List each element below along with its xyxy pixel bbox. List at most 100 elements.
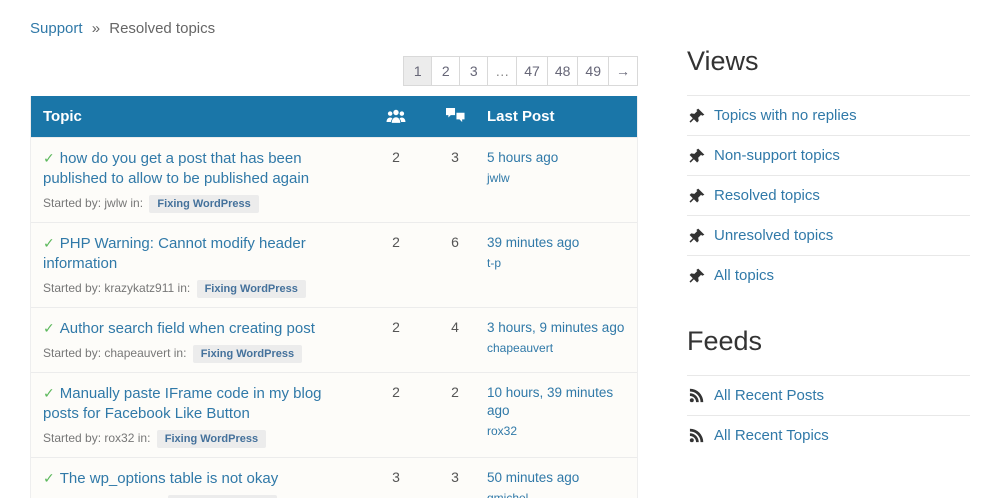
topic-title-link[interactable]: PHP Warning: Cannot modify header inform… [43,235,306,272]
in-label: in: [137,431,151,445]
started-by-label: Started by: [43,496,101,498]
view-link[interactable]: All topics [714,267,775,284]
in-label: in: [149,496,162,498]
topic-cell: ✓The wp_options table is not okay Starte… [31,458,367,498]
view-item-topics-no-replies[interactable]: Topics with no replies [687,95,970,135]
last-post-cell: 50 minutes ago gmichel [485,458,637,498]
started-by-label: Started by: [43,281,102,295]
voices-column-header [367,108,425,126]
in-label: in: [177,281,191,295]
last-poster-link[interactable]: rox32 [487,424,518,438]
forum-badge[interactable]: Fixing WordPress [192,345,303,363]
started-by-label: Started by: [43,431,102,445]
last-poster-link[interactable]: jwlw [487,171,510,185]
last-poster-link[interactable]: gmichel [487,491,529,498]
feed-link[interactable]: All Recent Posts [714,387,825,404]
topic-cell: ✓ Manually paste IFrame code in my blog p… [31,373,367,457]
topic-author: rox32 [104,431,135,445]
column-header-last-post: Last Post [487,108,555,125]
last-post-cell: 5 hours ago jwlw [485,138,637,222]
in-label: in: [130,196,144,210]
voices-count: 2 [392,149,400,165]
topic-title-link[interactable]: Manually paste IFrame code in my blog po… [43,385,322,422]
rss-icon [689,388,705,404]
topic-row: ✓ Manually paste IFrame code in my blog p… [31,372,637,457]
freshness-link[interactable]: 5 hours ago [487,150,559,165]
breadcrumb-support-link[interactable]: Support [30,20,83,37]
page-button-3[interactable]: 3 [459,56,489,86]
forum-badge[interactable]: Fixing WordPress [196,280,306,298]
breadcrumb-separator: » [91,20,101,37]
replies-count: 3 [451,469,459,485]
pagination: 1 2 3 … 47 48 49 → [30,56,638,86]
topic-row: ✓ how do you get a post that has been pub… [31,137,637,222]
last-poster-link[interactable]: t-p [487,256,502,270]
feed-link[interactable]: All Recent Topics [714,427,829,444]
page-next-button[interactable]: → [608,56,638,86]
topic-title-link[interactable]: Author search field when creating post [59,320,315,337]
freshness-link[interactable]: 39 minutes ago [487,235,580,250]
topic-row: ✓ Author search field when creating post … [31,307,637,372]
page-button-49[interactable]: 49 [577,56,609,86]
topic-author: krazykatz911 [104,281,175,295]
page-ellipsis: … [487,56,518,86]
forum-badge[interactable]: Fixing WordPress [149,195,259,213]
replies-count: 3 [451,149,459,165]
replies-count: 2 [451,384,459,400]
freshness-link[interactable]: 3 hours, 9 minutes ago [487,320,625,335]
topic-meta: Started by: gmichel in: Fixing WordPress [43,495,359,498]
breadcrumb: Support » Resolved topics [30,20,215,37]
topic-cell: ✓ PHP Warning: Cannot modify header infor… [31,223,367,307]
resolved-check-icon: ✓ [43,150,55,166]
view-item-all-topics[interactable]: All topics [687,255,970,295]
voices-count: 2 [392,384,400,400]
view-link[interactable]: Resolved topics [714,187,820,204]
speech-bubbles-icon [444,107,467,126]
breadcrumb-current: Resolved topics [109,20,216,37]
topic-author: chapeauvert [104,346,171,360]
last-post-cell: 10 hours, 39 minutes ago rox32 [485,373,637,457]
view-item-non-support[interactable]: Non-support topics [687,135,970,175]
forum-badge[interactable]: Fixing WordPress [156,430,267,448]
view-link[interactable]: Non-support topics [714,147,840,164]
replies-count: 4 [451,319,459,335]
people-icon [385,108,407,126]
page-button-2[interactable]: 2 [431,56,461,86]
topic-meta: Started by: chapeauvert in: Fixing WordP… [43,345,359,363]
replies-count: 6 [451,234,459,250]
last-post-cell: 3 hours, 9 minutes ago chapeauvert [485,308,637,372]
pushpin-icon [689,188,705,204]
forum-badge[interactable]: Fixing WordPress [168,495,278,498]
started-by-label: Started by: [43,196,102,210]
feeds-heading: Feeds [687,326,763,356]
feed-item-all-recent-posts[interactable]: All Recent Posts [687,375,970,415]
table-header: Topic La [31,96,637,137]
freshness-link[interactable]: 10 hours, 39 minutes ago [487,385,614,418]
pushpin-icon [689,148,705,164]
resolved-check-icon: ✓ [43,235,55,251]
page-button-48[interactable]: 48 [546,56,579,86]
voices-count: 3 [392,469,400,485]
topic-row: ✓ PHP Warning: Cannot modify header infor… [31,222,637,307]
feed-item-all-recent-topics[interactable]: All Recent Topics [687,415,970,455]
view-link[interactable]: Topics with no replies [714,107,857,124]
topic-cell: ✓ how do you get a post that has been pub… [31,138,367,222]
topic-meta: Started by: krazykatz911 in: Fixing Word… [43,280,359,298]
page-button-1[interactable]: 1 [403,56,433,86]
topic-title-link[interactable]: The wp_options table is not okay [59,470,279,487]
topic-title-link[interactable]: how do you get a post that has been publ… [43,150,310,187]
topic-cell: ✓ Author search field when creating post … [31,308,367,372]
last-poster-link[interactable]: chapeauvert [487,341,554,355]
view-item-unresolved[interactable]: Unresolved topics [687,215,970,255]
feeds-section: Feeds All Recent Posts [687,326,970,455]
resolved-check-icon: ✓ [43,320,55,336]
voices-count: 2 [392,234,400,250]
view-item-resolved[interactable]: Resolved topics [687,175,970,215]
freshness-link[interactable]: 50 minutes ago [487,470,580,485]
last-post-cell: 39 minutes ago t-p [485,223,637,307]
topic-meta: Started by: rox32 in: Fixing WordPress [43,430,359,448]
topic-author: jwlw [104,196,128,210]
view-link[interactable]: Unresolved topics [714,227,834,244]
page-button-47[interactable]: 47 [516,56,548,86]
